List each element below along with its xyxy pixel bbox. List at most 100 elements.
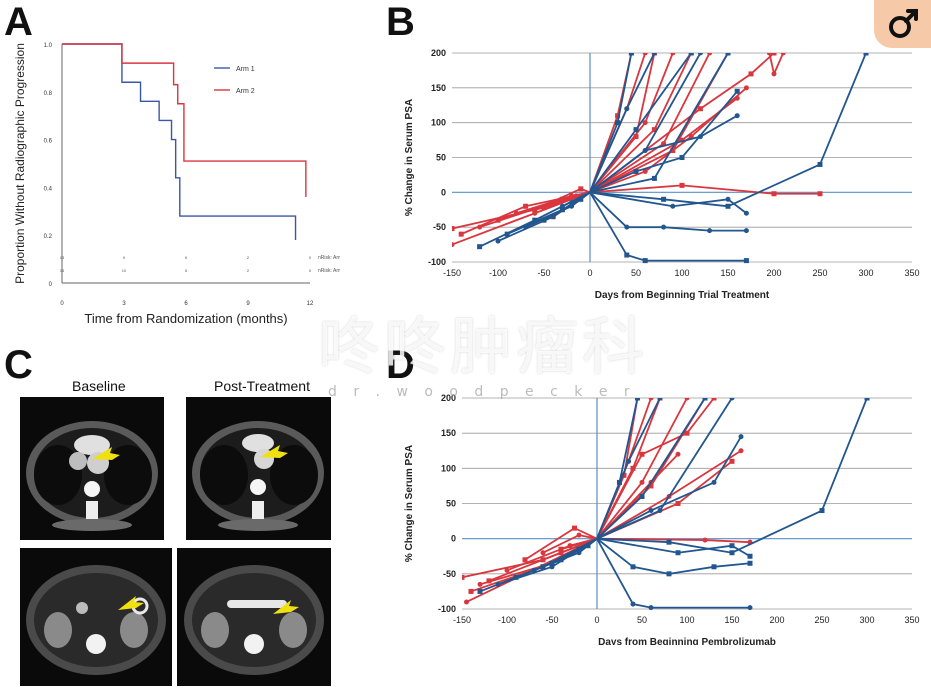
data-point-marker [675, 501, 681, 506]
data-point-marker [743, 228, 749, 234]
data-point-marker [633, 168, 639, 174]
male-symbol-icon [889, 9, 918, 38]
patient-psa-line [596, 436, 742, 540]
data-point-marker [688, 53, 694, 56]
data-point-marker [615, 120, 621, 126]
ct-abdomen-baseline [20, 548, 172, 686]
y-tick-label: -50 [443, 569, 456, 579]
y-tick-label: 1.0 [44, 43, 53, 49]
series-group [452, 53, 869, 264]
data-point-marker [639, 493, 645, 499]
data-point-marker [675, 550, 681, 556]
data-point-marker [651, 53, 657, 56]
data-point-marker [771, 71, 777, 77]
data-point-marker [642, 168, 648, 174]
y-tick-label: 50 [436, 153, 446, 163]
y-tick-label: -50 [433, 222, 446, 232]
data-point-marker [523, 224, 529, 230]
ct-baseline-label: Baseline [72, 378, 126, 394]
risk-count: 13 [60, 268, 65, 273]
data-point-marker [464, 599, 469, 605]
patient-psa-line [596, 538, 750, 609]
data-point-marker [477, 581, 483, 587]
data-point-marker [780, 53, 786, 56]
risk-count: 0 [309, 268, 312, 273]
data-point-marker [452, 226, 455, 232]
data-point-marker [546, 203, 552, 209]
data-point-marker [707, 228, 713, 234]
x-tick-label: 200 [769, 615, 784, 625]
data-point-marker [711, 398, 717, 401]
data-point-marker [458, 231, 464, 237]
data-point-marker [697, 53, 703, 56]
data-point-marker [648, 605, 654, 611]
data-point-marker [702, 398, 708, 401]
data-point-marker [864, 398, 870, 401]
data-point-marker [532, 207, 538, 213]
data-point-marker [452, 242, 455, 248]
x-tick-label: -50 [537, 268, 550, 278]
gender-badge [874, 0, 931, 48]
panel-letter-b: B [386, 0, 415, 44]
x-tick-label: 150 [720, 268, 735, 278]
x-axis-title: Time from Randomization (months) [84, 311, 287, 326]
data-point-marker [702, 537, 708, 543]
patient-psa-line [479, 398, 688, 586]
data-point-marker [513, 574, 519, 580]
data-point-marker [725, 53, 731, 56]
y-tick-label: -100 [438, 604, 456, 614]
data-point-marker [666, 571, 672, 577]
data-point-marker [657, 398, 663, 401]
x-tick-label: -50 [545, 615, 558, 625]
data-point-marker [679, 182, 685, 188]
km-series-line [62, 43, 297, 240]
data-point-marker [569, 200, 575, 206]
panel-letter-d: D [386, 343, 415, 387]
data-point-marker [817, 191, 823, 197]
data-point-marker [748, 71, 754, 77]
x-tick-label: -150 [443, 268, 461, 278]
data-point-marker [541, 205, 547, 211]
series-group [462, 398, 870, 611]
data-point-marker [661, 224, 667, 230]
y-tick-label: 0.6 [44, 139, 53, 145]
data-point-marker [486, 578, 492, 584]
x-tick-label: 0 [60, 301, 64, 307]
data-point-marker [729, 398, 735, 401]
data-point-marker [569, 195, 575, 201]
legend-label: Arm 2 [236, 88, 255, 95]
y-tick-label: -100 [428, 257, 446, 267]
y-tick-label: 50 [446, 499, 456, 509]
data-point-marker [572, 525, 577, 531]
chart-a-km-curve: 0 0.2 0.4 0.6 0.8 1.0 0 3 6 9 12 Time from Randomiz… [13, 43, 340, 326]
data-point-marker [477, 588, 483, 594]
data-point-marker [863, 53, 869, 56]
y-tick-label: 0.8 [44, 91, 53, 97]
data-point-marker [513, 210, 519, 216]
risk-count: 6 [185, 255, 188, 260]
data-point-marker [743, 258, 749, 264]
data-point-marker [711, 564, 717, 570]
patient-psa-line [589, 191, 747, 262]
x-tick-label: 250 [812, 268, 827, 278]
data-point-marker [477, 224, 483, 230]
data-point-marker [771, 191, 777, 197]
data-point-marker [559, 203, 565, 209]
risk-count: 0 [309, 255, 312, 260]
patient-psa-line [589, 90, 738, 194]
data-point-marker [615, 113, 621, 119]
risk-row-label: nRisk: Arm 1 [318, 268, 340, 274]
data-point-marker [558, 550, 564, 556]
risk-count: 2 [247, 268, 250, 273]
data-point-marker [679, 155, 685, 160]
arrow-icon [92, 447, 120, 460]
panel-letter-c: C [4, 343, 33, 387]
data-point-marker [738, 434, 744, 440]
risk-count: 2 [247, 255, 250, 260]
data-point-marker [635, 398, 640, 401]
data-point-marker [504, 567, 510, 573]
y-tick-label: 150 [441, 428, 456, 438]
data-point-marker [684, 398, 690, 401]
data-point-marker [648, 508, 654, 514]
data-point-marker [670, 203, 676, 209]
